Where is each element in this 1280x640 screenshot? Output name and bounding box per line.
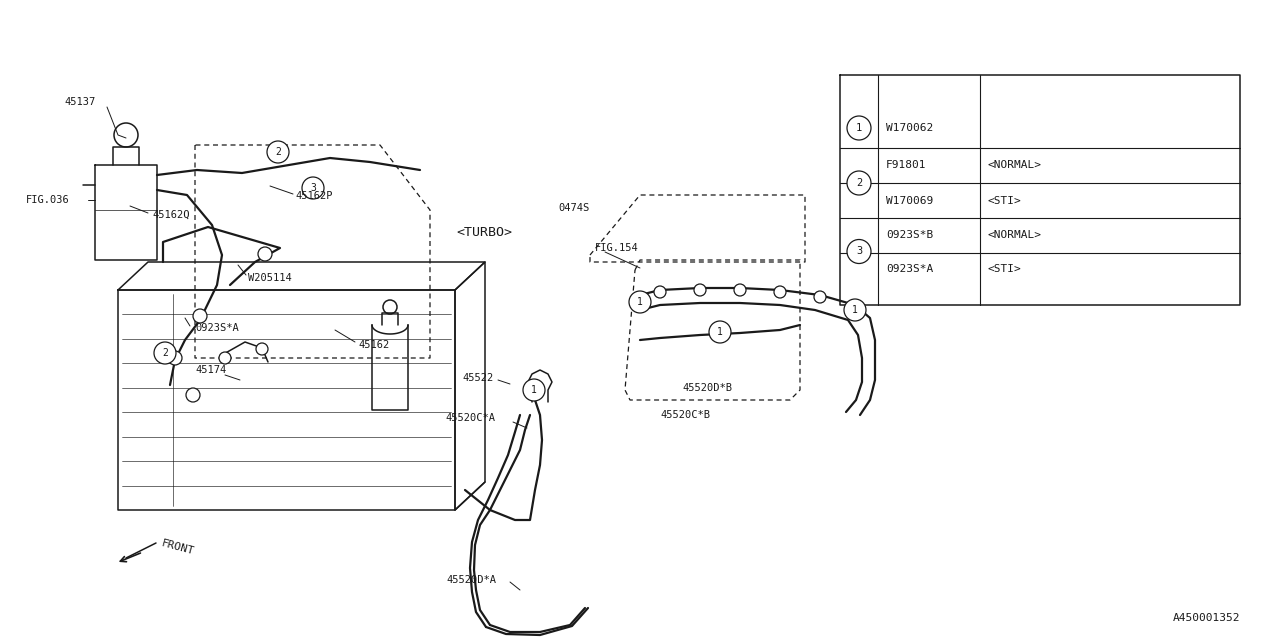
Text: 1: 1: [852, 305, 858, 315]
Text: FRONT: FRONT: [160, 538, 195, 556]
Text: 2: 2: [275, 147, 280, 157]
Circle shape: [268, 141, 289, 163]
Circle shape: [847, 116, 870, 140]
Text: W170069: W170069: [886, 195, 933, 205]
Text: <STI>: <STI>: [988, 195, 1021, 205]
Circle shape: [847, 171, 870, 195]
Text: <NORMAL>: <NORMAL>: [988, 230, 1042, 241]
Text: 3: 3: [310, 183, 316, 193]
Text: <NORMAL>: <NORMAL>: [988, 161, 1042, 170]
Circle shape: [524, 379, 545, 401]
Text: FIG.154: FIG.154: [595, 243, 639, 253]
Text: W205114: W205114: [248, 273, 292, 283]
Circle shape: [302, 177, 324, 199]
Circle shape: [256, 343, 268, 355]
Circle shape: [168, 351, 182, 365]
Text: 0474S: 0474S: [558, 203, 589, 213]
Circle shape: [186, 388, 200, 402]
Text: 1: 1: [531, 385, 536, 395]
Text: 2: 2: [856, 178, 863, 188]
Circle shape: [259, 247, 273, 261]
Circle shape: [694, 284, 707, 296]
Text: 1: 1: [637, 297, 643, 307]
Text: 2: 2: [163, 348, 168, 358]
Text: 1: 1: [717, 327, 723, 337]
Text: <TURBO>: <TURBO>: [456, 227, 512, 239]
Text: 0923S*A: 0923S*A: [195, 323, 239, 333]
Text: 45522: 45522: [462, 373, 493, 383]
Text: 45520D*A: 45520D*A: [445, 575, 497, 585]
Text: 0923S*B: 0923S*B: [886, 230, 933, 241]
Circle shape: [733, 284, 746, 296]
Circle shape: [814, 291, 826, 303]
Text: 0923S*A: 0923S*A: [886, 264, 933, 274]
Text: 45137: 45137: [64, 97, 95, 107]
Circle shape: [709, 321, 731, 343]
Circle shape: [628, 291, 652, 313]
Circle shape: [654, 286, 666, 298]
Text: 45162Q: 45162Q: [152, 210, 189, 220]
Circle shape: [219, 352, 230, 364]
Text: 3: 3: [856, 246, 863, 257]
Text: W170062: W170062: [886, 123, 933, 133]
Circle shape: [774, 286, 786, 298]
Text: A450001352: A450001352: [1172, 613, 1240, 623]
Circle shape: [193, 309, 207, 323]
Text: 45520D*B: 45520D*B: [682, 383, 732, 393]
Circle shape: [847, 239, 870, 264]
Circle shape: [154, 342, 177, 364]
Text: 45520C*B: 45520C*B: [660, 410, 710, 420]
Text: 1: 1: [856, 123, 863, 133]
Text: 45520C*A: 45520C*A: [445, 413, 495, 423]
Text: FIG.036: FIG.036: [26, 195, 69, 205]
Text: 45162P: 45162P: [294, 191, 333, 201]
Text: 45162: 45162: [358, 340, 389, 350]
Text: <STI>: <STI>: [988, 264, 1021, 274]
Text: F91801: F91801: [886, 161, 927, 170]
Text: 45174: 45174: [195, 365, 227, 375]
Circle shape: [844, 299, 867, 321]
